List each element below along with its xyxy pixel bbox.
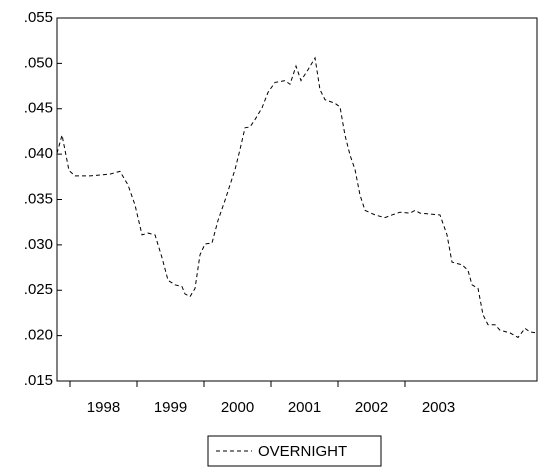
x-tick-label: 2001 (288, 399, 321, 416)
legend-label: OVERNIGHT (258, 443, 347, 460)
x-tick-label: 2003 (422, 399, 455, 416)
y-tick-label: .040 (24, 145, 53, 162)
plot-frame (56, 17, 538, 382)
x-tick-label: 1998 (87, 399, 120, 416)
y-tick-label: .050 (24, 54, 53, 71)
y-tick-label: .045 (24, 100, 53, 117)
y-tick-label: .015 (24, 372, 53, 389)
legend-box (207, 435, 382, 467)
x-tick-label: 2000 (221, 399, 254, 416)
y-tick-label: .025 (24, 281, 53, 298)
x-tick-label: 1999 (154, 399, 187, 416)
x-tick-label: 2002 (355, 399, 388, 416)
data-line (56, 56, 538, 339)
y-tick-label: .035 (24, 190, 53, 207)
y-tick-label: .055 (24, 9, 53, 26)
y-tick-label: .030 (24, 236, 53, 253)
y-tick-label: .020 (24, 327, 53, 344)
